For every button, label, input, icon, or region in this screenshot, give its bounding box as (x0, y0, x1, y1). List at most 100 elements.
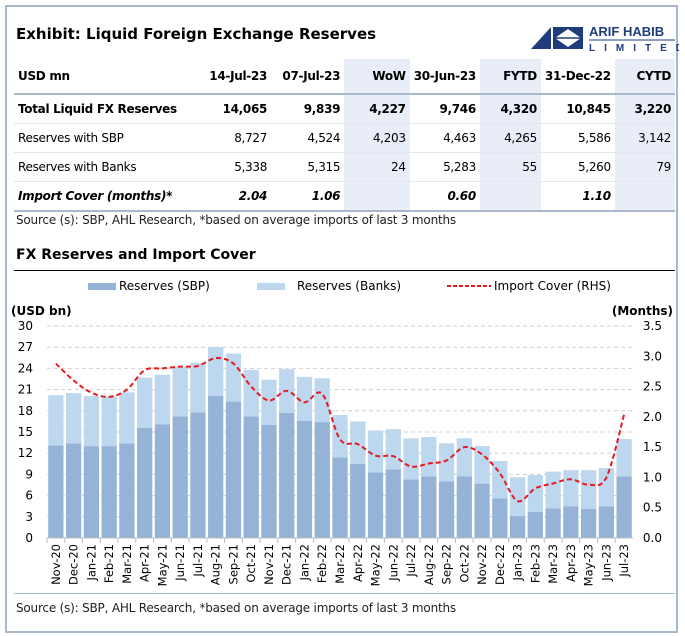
bar-sbp (563, 506, 579, 538)
bar-sbp (296, 420, 313, 538)
cell: 9,746 (409, 94, 480, 124)
y2-tick-label: 3.5 (643, 319, 662, 333)
cell: 9,839 (271, 94, 345, 124)
x-tick-label: Dec-21 (280, 544, 294, 585)
logo-line2: LIMITED (589, 43, 679, 53)
cell: 3,220 (614, 94, 675, 124)
cell: 4,203 (344, 123, 410, 153)
cell: 5,283 (409, 152, 480, 182)
bar-sbp (492, 498, 508, 538)
header-cell: USD mn (14, 59, 202, 95)
bar-sbp (48, 445, 64, 538)
x-tick-label: Aug-22 (422, 544, 436, 585)
cell: 4,265 (479, 123, 541, 153)
bar-banks (119, 392, 135, 444)
bar-sbp (350, 463, 366, 538)
bar-sbp (314, 422, 330, 538)
bar-banks (296, 376, 313, 421)
y2-tick-label: 1.5 (643, 440, 662, 454)
arif-habib-logo: ARIF HABIB LIMITED (531, 24, 679, 53)
x-tick-label: Apr-23 (564, 544, 578, 582)
header-cell: 31-Dec-22 (540, 59, 615, 95)
header-cell: FYTD (479, 59, 541, 95)
y-tick-label: 0 (25, 531, 33, 545)
bar-sbp (190, 412, 206, 538)
y-tick-label: 30 (18, 319, 33, 333)
x-tick-label: Nov-21 (262, 544, 276, 585)
y-tick-label: 12 (18, 446, 33, 460)
cell: 24 (344, 152, 410, 182)
cell: 5,260 (540, 152, 615, 182)
header-cell: 07-Jul-23 (271, 59, 345, 95)
table-row: Reserves with Banks 5,338 5,315 24 5,283… (14, 152, 675, 182)
table-header-row: USD mn 14-Jul-23 07-Jul-23 WoW 30-Jun-23… (14, 59, 675, 95)
bar-sbp (456, 476, 472, 538)
source-note-top: Source (s): SBP, AHL Research, *based on… (16, 213, 456, 227)
x-tick-label: Jun-21 (173, 544, 187, 582)
cell (344, 181, 410, 212)
y-tick-label: 18 (18, 404, 33, 418)
x-tick-label: Jan-22 (297, 544, 311, 582)
x-tick-label: Dec-22 (493, 544, 507, 585)
x-tick-label: Feb-22 (315, 544, 329, 583)
table-row: Reserves with SBP 8,727 4,524 4,203 4,46… (14, 123, 675, 153)
cell: 1.10 (540, 181, 615, 212)
bar-banks (314, 378, 330, 423)
cell: 10,845 (540, 94, 615, 124)
x-tick-label: Mar-21 (120, 544, 134, 584)
cell: 0.60 (409, 181, 480, 212)
bar-banks (243, 369, 259, 417)
x-tick-label: Nov-22 (475, 544, 489, 585)
bar-banks (509, 477, 526, 517)
bar-banks (367, 430, 384, 473)
legend-label-import-cover: Import Cover (RHS) (494, 279, 611, 293)
x-tick-label: Jun-23 (599, 544, 613, 582)
bar-sbp (119, 443, 135, 538)
bar-banks (261, 379, 277, 425)
bar-banks (580, 470, 597, 510)
cell: 3,142 (614, 123, 675, 153)
cell: 8,727 (201, 123, 272, 153)
cell: 5,338 (201, 152, 272, 182)
x-tick-label: Sep-21 (226, 544, 240, 584)
bar-sbp (243, 416, 259, 538)
row-label: Total Liquid FX Reserves (14, 94, 202, 124)
y2-tick-label: 0.5 (643, 501, 662, 515)
import-cover-line (55, 357, 626, 503)
chart-title: FX Reserves and Import Cover (16, 247, 256, 263)
bar-sbp (66, 443, 82, 538)
x-tick-label: Aug-21 (209, 544, 223, 585)
y-tick-label: 21 (18, 383, 33, 397)
bar-sbp (225, 401, 242, 538)
bar-banks (83, 395, 100, 447)
bar-banks (598, 468, 614, 507)
x-tick-label: Nov-20 (49, 544, 63, 585)
bar-sbp (367, 472, 384, 538)
bar-sbp (261, 424, 277, 538)
legend-label-sbp: Reserves (SBP) (119, 279, 210, 293)
y2-tick-label: 3.0 (643, 349, 662, 363)
bar-sbp (279, 412, 295, 538)
cell: 4,320 (479, 94, 541, 124)
cell: 1.06 (271, 181, 345, 212)
bar-banks (545, 471, 561, 509)
logo-line1: ARIF HABIB (589, 24, 664, 39)
x-tick-label: Jun-22 (386, 544, 400, 582)
header-cell: 30-Jun-23 (409, 59, 480, 95)
cell: 55 (479, 152, 541, 182)
bar-banks (385, 429, 401, 470)
header-cell: CYTD (614, 59, 675, 95)
x-tick-label: Jan-21 (84, 544, 98, 582)
bar-sbp (580, 509, 597, 538)
cell: 5,586 (540, 123, 615, 153)
bar-banks (48, 395, 64, 446)
bar-banks (563, 470, 579, 507)
source-note-bottom: Source (s): SBP, AHL Research, *based on… (16, 601, 456, 615)
bar-sbp (421, 476, 437, 538)
x-tick-label: Mar-22 (333, 544, 347, 584)
x-tick-label: May-22 (369, 544, 383, 586)
exhibit-frame: Exhibit: Liquid Foreign Exchange Reserve… (5, 5, 679, 633)
cell: 14,065 (201, 94, 272, 124)
bar-banks (332, 415, 348, 458)
y2-tick-label: 0.0 (643, 531, 662, 545)
